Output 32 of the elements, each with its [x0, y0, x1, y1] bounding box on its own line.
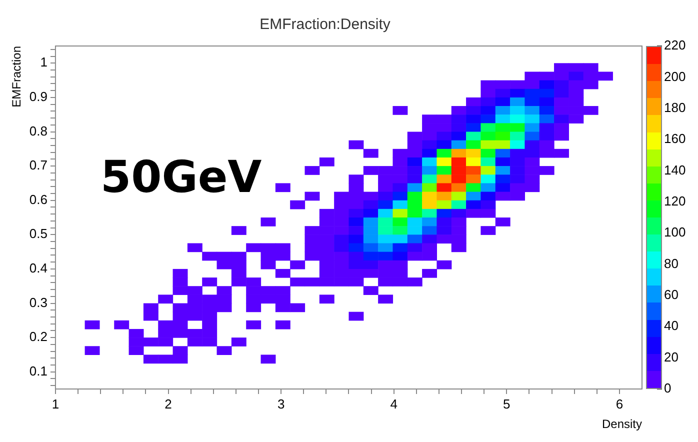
color-bar-label: 180 [664, 100, 686, 115]
color-bar-label: 0 [664, 380, 672, 396]
color-bar-label: 120 [664, 193, 686, 208]
color-bar-label: 20 [664, 349, 678, 364]
y-tick-label: 0.3 [29, 294, 48, 310]
color-bar-label: 160 [664, 131, 686, 146]
y-tick-label: 0.9 [29, 89, 48, 104]
y-tick-label: 0.4 [29, 260, 48, 276]
y-tick-label: 0.5 [29, 226, 48, 242]
chart-title: EMFraction:Density [260, 16, 391, 34]
x-tick-label: 4 [390, 396, 398, 412]
x-tick-label: 1 [52, 396, 60, 412]
x-axis-title: Density [602, 417, 642, 432]
color-bar-label: 140 [664, 162, 686, 178]
x-tick-label: 3 [277, 396, 285, 412]
annotation: 50GeV [100, 152, 262, 203]
y-tick-label: 0.7 [29, 158, 48, 173]
x-tick-label: 5 [503, 396, 510, 412]
y-tick-label: 1 [40, 54, 48, 70]
color-bar-label: 100 [664, 224, 686, 240]
x-tick-label: 6 [616, 396, 624, 412]
y-tick-label: 0.6 [29, 192, 48, 207]
color-bar-label: 220 [664, 38, 686, 53]
color-bar-label: 80 [664, 256, 678, 271]
color-bar-label: 40 [664, 318, 678, 334]
x-tick-label: 2 [164, 396, 172, 412]
y-tick-label: 0.8 [29, 123, 48, 138]
color-bar-label: 60 [664, 287, 678, 302]
y-tick-label: 0.2 [29, 329, 48, 344]
y-axis-title: EMFraction [10, 46, 24, 108]
color-bar-label: 200 [664, 68, 686, 84]
y-tick-label: 0.1 [29, 363, 48, 378]
